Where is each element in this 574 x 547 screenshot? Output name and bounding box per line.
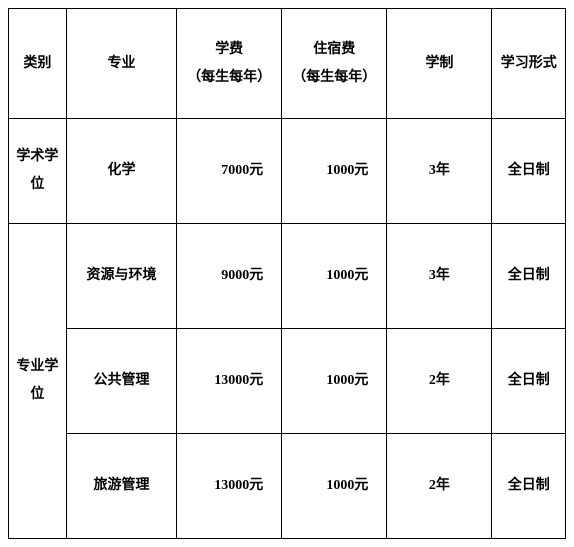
major-cell: 资源与环境 xyxy=(66,224,176,329)
table-row: 旅游管理 13000元 1000元 2年 全日制 xyxy=(9,434,566,539)
header-dorm-sub: （每生每年） xyxy=(286,64,382,92)
major-cell: 旅游管理 xyxy=(66,434,176,539)
mode-cell: 全日制 xyxy=(492,329,566,434)
header-tuition-sub: （每生每年） xyxy=(181,64,277,92)
tuition-cell: 13000元 xyxy=(177,329,282,434)
category-cell: 专业学位 xyxy=(9,224,67,539)
header-category: 类别 xyxy=(9,9,67,119)
dorm-cell: 1000元 xyxy=(282,329,387,434)
header-tuition: 学费 （每生每年） xyxy=(177,9,282,119)
table-row: 学术学位 化学 7000元 1000元 3年 全日制 xyxy=(9,119,566,224)
dorm-cell: 1000元 xyxy=(282,224,387,329)
dorm-cell: 1000元 xyxy=(282,119,387,224)
mode-cell: 全日制 xyxy=(492,119,566,224)
major-cell: 公共管理 xyxy=(66,329,176,434)
header-duration: 学制 xyxy=(387,9,492,119)
header-tuition-label: 学费 xyxy=(181,36,277,64)
header-major: 专业 xyxy=(66,9,176,119)
duration-cell: 2年 xyxy=(387,329,492,434)
mode-cell: 全日制 xyxy=(492,434,566,539)
tuition-cell: 9000元 xyxy=(177,224,282,329)
duration-cell: 2年 xyxy=(387,434,492,539)
header-dorm: 住宿费 （每生每年） xyxy=(282,9,387,119)
duration-cell: 3年 xyxy=(387,224,492,329)
tuition-cell: 7000元 xyxy=(177,119,282,224)
dorm-cell: 1000元 xyxy=(282,434,387,539)
table-row: 公共管理 13000元 1000元 2年 全日制 xyxy=(9,329,566,434)
duration-cell: 3年 xyxy=(387,119,492,224)
header-mode: 学习形式 xyxy=(492,9,566,119)
category-cell: 学术学位 xyxy=(9,119,67,224)
tuition-cell: 13000元 xyxy=(177,434,282,539)
major-cell: 化学 xyxy=(66,119,176,224)
header-dorm-label: 住宿费 xyxy=(286,36,382,64)
mode-cell: 全日制 xyxy=(492,224,566,329)
header-row: 类别 专业 学费 （每生每年） 住宿费 （每生每年） 学制 xyxy=(9,9,566,119)
table-row: 专业学位 资源与环境 9000元 1000元 3年 全日制 xyxy=(9,224,566,329)
fee-table: 类别 专业 学费 （每生每年） 住宿费 （每生每年） 学制 xyxy=(8,8,566,539)
